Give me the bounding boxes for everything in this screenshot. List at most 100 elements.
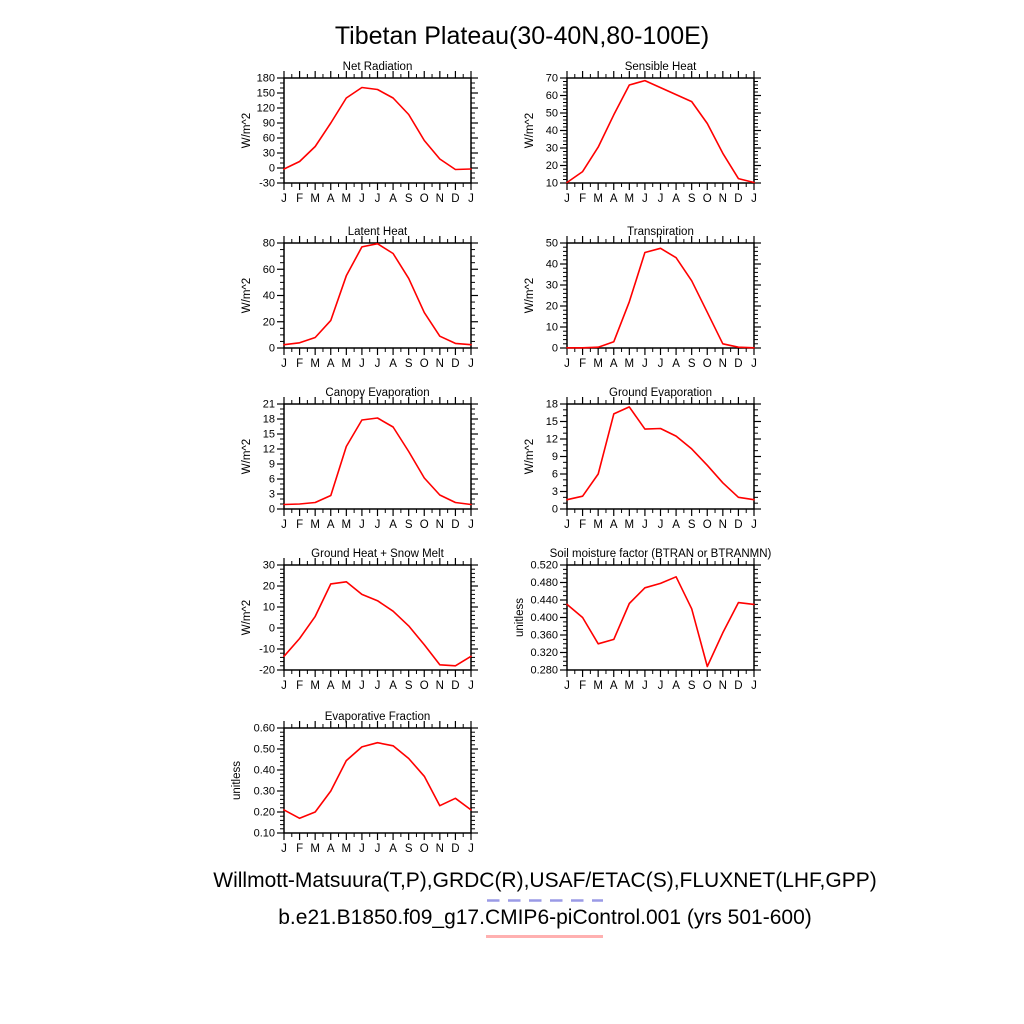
- svg-text:M: M: [593, 193, 603, 205]
- svg-text:10: 10: [546, 178, 558, 190]
- svg-text:21: 21: [263, 399, 275, 411]
- svg-text:J: J: [281, 843, 287, 855]
- svg-text:M: M: [593, 519, 603, 531]
- chart-ground-evaporation: 0 3 6 9 12 15 18 J F M A M J J A S O N D J Ground Evaporatio…: [507, 380, 817, 545]
- svg-text:Ground Heat + Snow Melt: Ground Heat + Snow Melt: [311, 548, 444, 560]
- svg-text:J: J: [751, 193, 757, 205]
- svg-text:N: N: [436, 843, 444, 855]
- svg-text:O: O: [420, 680, 429, 692]
- svg-text:0.280: 0.280: [530, 665, 558, 677]
- svg-text:W/m^2: W/m^2: [241, 278, 253, 313]
- svg-text:M: M: [342, 193, 352, 205]
- svg-text:A: A: [672, 358, 680, 370]
- svg-text:F: F: [296, 519, 303, 531]
- svg-text:M: M: [342, 843, 352, 855]
- svg-text:J: J: [564, 358, 570, 370]
- svg-text:F: F: [296, 193, 303, 205]
- svg-text:Net Radiation: Net Radiation: [343, 61, 413, 73]
- svg-text:J: J: [658, 193, 664, 205]
- svg-text:A: A: [389, 519, 397, 531]
- svg-text:F: F: [579, 358, 586, 370]
- svg-text:Soil moisture factor (BTRAN or: Soil moisture factor (BTRAN or BTRANMN): [550, 548, 772, 560]
- svg-text:0.20: 0.20: [254, 807, 275, 819]
- svg-text:A: A: [327, 519, 335, 531]
- svg-text:D: D: [734, 519, 742, 531]
- svg-text:J: J: [564, 519, 570, 531]
- svg-text:A: A: [327, 843, 335, 855]
- svg-text:0.440: 0.440: [530, 595, 558, 607]
- svg-text:0: 0: [269, 343, 275, 355]
- svg-text:A: A: [672, 680, 680, 692]
- svg-text:0: 0: [269, 504, 275, 516]
- svg-text:D: D: [734, 193, 742, 205]
- svg-text:30: 30: [263, 560, 275, 572]
- chart-transpiration: 0 10 20 30 40 50 J F M A M J J A S O N D J Transpiration W/m…: [507, 219, 817, 384]
- svg-text:J: J: [642, 193, 648, 205]
- svg-text:6: 6: [269, 474, 275, 486]
- svg-text:10: 10: [546, 322, 558, 334]
- footer-obs-sources: Willmott-Matsuura(T,P),GRDC(R),USAF/ETAC…: [213, 869, 877, 892]
- svg-text:A: A: [610, 680, 618, 692]
- svg-text:Evaporative Fraction: Evaporative Fraction: [325, 711, 430, 723]
- svg-text:60: 60: [546, 90, 558, 102]
- svg-text:N: N: [436, 193, 444, 205]
- svg-text:60: 60: [263, 264, 275, 276]
- svg-text:J: J: [375, 519, 381, 531]
- svg-text:O: O: [703, 680, 712, 692]
- svg-text:M: M: [593, 680, 603, 692]
- svg-text:A: A: [389, 680, 397, 692]
- svg-text:-30: -30: [259, 178, 275, 190]
- chart-sensible-heat: 10 20 30 40 50 60 70 J F M A M J J A S O N D J Sensible Heat…: [507, 54, 817, 219]
- svg-text:3: 3: [552, 486, 558, 498]
- svg-text:N: N: [719, 680, 727, 692]
- svg-text:M: M: [310, 843, 320, 855]
- svg-text:J: J: [281, 680, 287, 692]
- svg-text:D: D: [451, 680, 459, 692]
- svg-text:A: A: [389, 358, 397, 370]
- svg-text:0.30: 0.30: [254, 786, 275, 798]
- svg-text:N: N: [436, 358, 444, 370]
- svg-text:J: J: [658, 358, 664, 370]
- svg-text:D: D: [451, 358, 459, 370]
- svg-text:M: M: [310, 358, 320, 370]
- svg-text:N: N: [436, 519, 444, 531]
- svg-text:M: M: [625, 519, 635, 531]
- svg-text:0.50: 0.50: [254, 744, 275, 756]
- svg-text:90: 90: [263, 118, 275, 130]
- svg-text:J: J: [359, 358, 365, 370]
- svg-text:60: 60: [263, 133, 275, 145]
- svg-text:J: J: [375, 843, 381, 855]
- svg-text:F: F: [579, 193, 586, 205]
- svg-text:J: J: [375, 193, 381, 205]
- svg-text:Ground Evaporation: Ground Evaporation: [609, 387, 712, 399]
- svg-text:12: 12: [263, 444, 275, 456]
- svg-text:J: J: [281, 193, 287, 205]
- svg-text:15: 15: [546, 416, 558, 428]
- svg-text:S: S: [688, 193, 696, 205]
- svg-text:20: 20: [546, 301, 558, 313]
- svg-text:O: O: [420, 843, 429, 855]
- svg-text:S: S: [405, 843, 413, 855]
- svg-text:A: A: [389, 193, 397, 205]
- svg-text:J: J: [468, 193, 474, 205]
- svg-text:18: 18: [263, 414, 275, 426]
- chart-canopy-evaporation: 0 3 6 9 12 15 18 21 J F M A M J J A S O N D J Canopy Evaporat…: [224, 380, 534, 545]
- svg-text:N: N: [436, 680, 444, 692]
- svg-text:M: M: [310, 193, 320, 205]
- svg-text:O: O: [703, 358, 712, 370]
- svg-text:Sensible Heat: Sensible Heat: [625, 61, 697, 73]
- svg-text:J: J: [468, 519, 474, 531]
- svg-text:20: 20: [546, 160, 558, 172]
- svg-text:0.10: 0.10: [254, 828, 275, 840]
- svg-text:J: J: [658, 680, 664, 692]
- svg-text:J: J: [359, 843, 365, 855]
- chart-evaporative-fraction: 0.10 0.20 0.30 0.40 0.50 0.60 J F M A M J J A S O N D J Eva…: [224, 704, 534, 869]
- svg-text:N: N: [719, 358, 727, 370]
- evaporative-fraction-plot: 0.100.200.300.400.500.60J F M A M J J A S O N D JEva…: [231, 711, 478, 855]
- svg-text:A: A: [610, 358, 618, 370]
- svg-text:J: J: [564, 680, 570, 692]
- svg-text:M: M: [625, 358, 635, 370]
